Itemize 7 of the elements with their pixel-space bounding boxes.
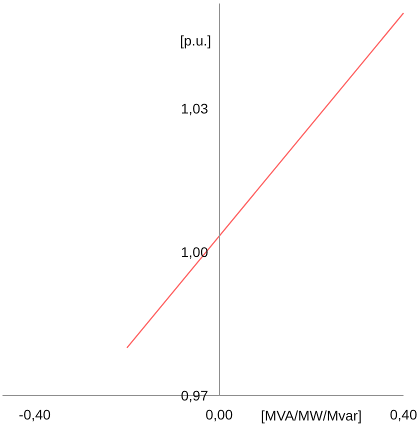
y-axis-title: [p.u.] bbox=[180, 32, 212, 48]
x-tick-label: 0,40 bbox=[390, 406, 418, 423]
x-axis-title: [MVA/MW/Mvar] bbox=[260, 408, 362, 424]
y-tick-label: 1,03 bbox=[180, 100, 208, 117]
x-tick-label: 0,00 bbox=[206, 406, 233, 423]
x-tick-label: -0,40 bbox=[18, 406, 51, 423]
y-tick-label: 0,97 bbox=[180, 388, 208, 404]
